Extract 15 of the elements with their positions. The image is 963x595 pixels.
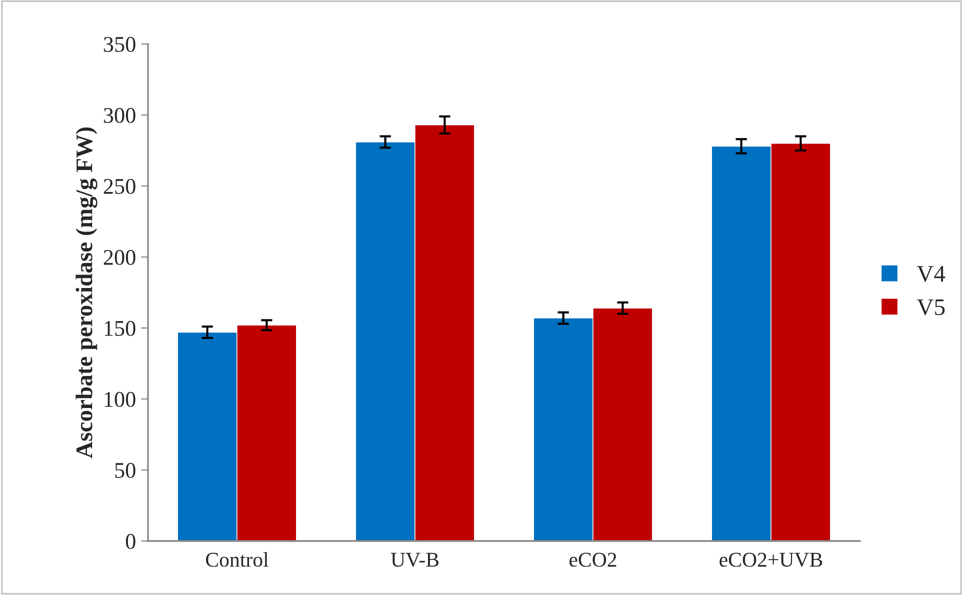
x-tick-label: eCO2+UVB <box>720 552 822 567</box>
legend-label: V5 <box>916 299 945 316</box>
y-tick-label: 100 <box>104 392 136 407</box>
y-tick-label: 350 <box>104 36 136 52</box>
x-tick-label: Control <box>206 552 268 567</box>
y-tick-label: 200 <box>104 250 136 265</box>
y-tick-label: 50 <box>115 462 136 478</box>
y-tick-label: 150 <box>104 320 136 336</box>
y-tick-label: 250 <box>104 178 136 194</box>
x-tick-label: UV-B <box>390 552 438 567</box>
y-tick-label: 300 <box>104 108 136 123</box>
x-tick-label: eCO2 <box>570 552 616 567</box>
y-tick-label: 0 <box>126 534 136 549</box>
y-axis-title: Ascorbate peroxidase (mg/g FW) <box>76 128 98 458</box>
legend-label: V4 <box>916 266 946 282</box>
